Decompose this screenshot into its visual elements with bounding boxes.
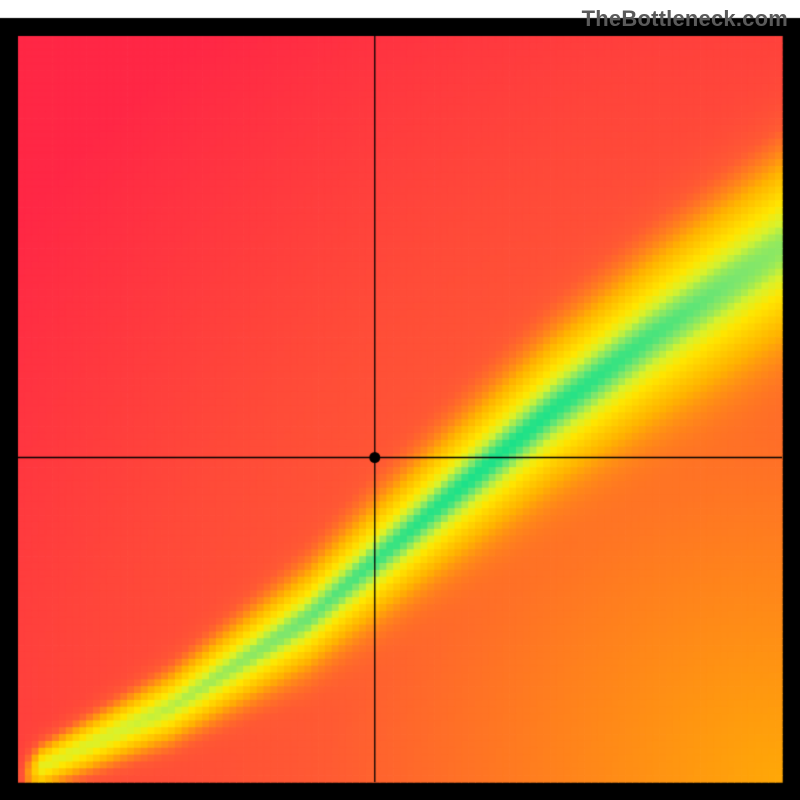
heatmap-canvas	[0, 0, 800, 800]
figure-container: TheBottleneck.com	[0, 0, 800, 800]
watermark-text: TheBottleneck.com	[582, 6, 788, 32]
